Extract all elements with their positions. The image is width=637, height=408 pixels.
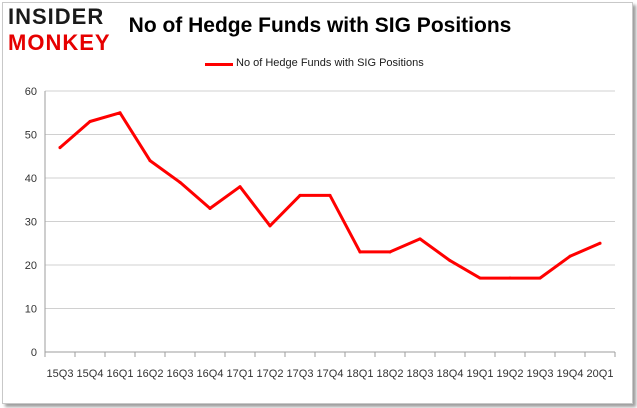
data-point xyxy=(358,250,362,254)
legend-swatch xyxy=(205,63,233,66)
x-tick-label: 19Q3 xyxy=(527,368,554,380)
logo-line-2: MONKEY xyxy=(8,30,111,55)
data-point xyxy=(568,254,572,258)
x-tick-label: 18Q1 xyxy=(347,368,374,380)
x-tick-label: 15Q4 xyxy=(77,368,104,380)
insider-monkey-logo: INSIDER MONKEY xyxy=(8,4,120,58)
logo-line-1: INSIDER xyxy=(8,4,105,29)
y-tick-label: 0 xyxy=(31,347,37,359)
chart-title: No of Hedge Funds with SIG Positions xyxy=(128,14,512,37)
x-tick-label: 15Q3 xyxy=(47,368,74,380)
data-point xyxy=(208,206,212,210)
data-point xyxy=(268,224,272,228)
data-point xyxy=(508,276,512,280)
y-tick-label: 40 xyxy=(25,173,37,185)
x-tick-label: 17Q2 xyxy=(257,368,284,380)
data-point xyxy=(388,250,392,254)
y-tick-label: 50 xyxy=(25,130,37,142)
data-point xyxy=(178,180,182,184)
data-point xyxy=(148,159,152,163)
y-tick-label: 10 xyxy=(25,304,37,316)
data-point xyxy=(538,276,542,280)
legend-label: No of Hedge Funds with SIG Positions xyxy=(236,57,424,69)
data-point xyxy=(118,111,122,115)
data-point xyxy=(448,259,452,263)
y-tick-label: 30 xyxy=(25,217,37,229)
data-point xyxy=(238,185,242,189)
data-point xyxy=(88,119,92,123)
y-tick-label: 60 xyxy=(25,86,37,98)
y-tick-label: 20 xyxy=(25,260,37,272)
x-tick-label: 18Q4 xyxy=(437,368,464,380)
data-point xyxy=(328,193,332,197)
chart-frame xyxy=(2,2,633,404)
x-tick-label: 19Q1 xyxy=(467,368,494,380)
x-tick-label: 17Q1 xyxy=(227,368,254,380)
x-tick-label: 17Q3 xyxy=(287,368,314,380)
x-tick-label: 17Q4 xyxy=(317,368,344,380)
x-tick-label: 20Q1 xyxy=(587,368,614,380)
x-tick-label: 18Q2 xyxy=(377,368,404,380)
x-tick-label: 16Q2 xyxy=(137,368,164,380)
x-tick-label: 16Q1 xyxy=(107,368,134,380)
x-tick-label: 16Q4 xyxy=(197,368,224,380)
x-tick-label: 16Q3 xyxy=(167,368,194,380)
data-point xyxy=(298,193,302,197)
x-tick-label: 18Q3 xyxy=(407,368,434,380)
data-point xyxy=(598,241,602,245)
x-tick-label: 19Q2 xyxy=(497,368,524,380)
data-point xyxy=(418,237,422,241)
data-point xyxy=(478,276,482,280)
x-tick-label: 19Q4 xyxy=(557,368,584,380)
data-point xyxy=(58,146,62,150)
